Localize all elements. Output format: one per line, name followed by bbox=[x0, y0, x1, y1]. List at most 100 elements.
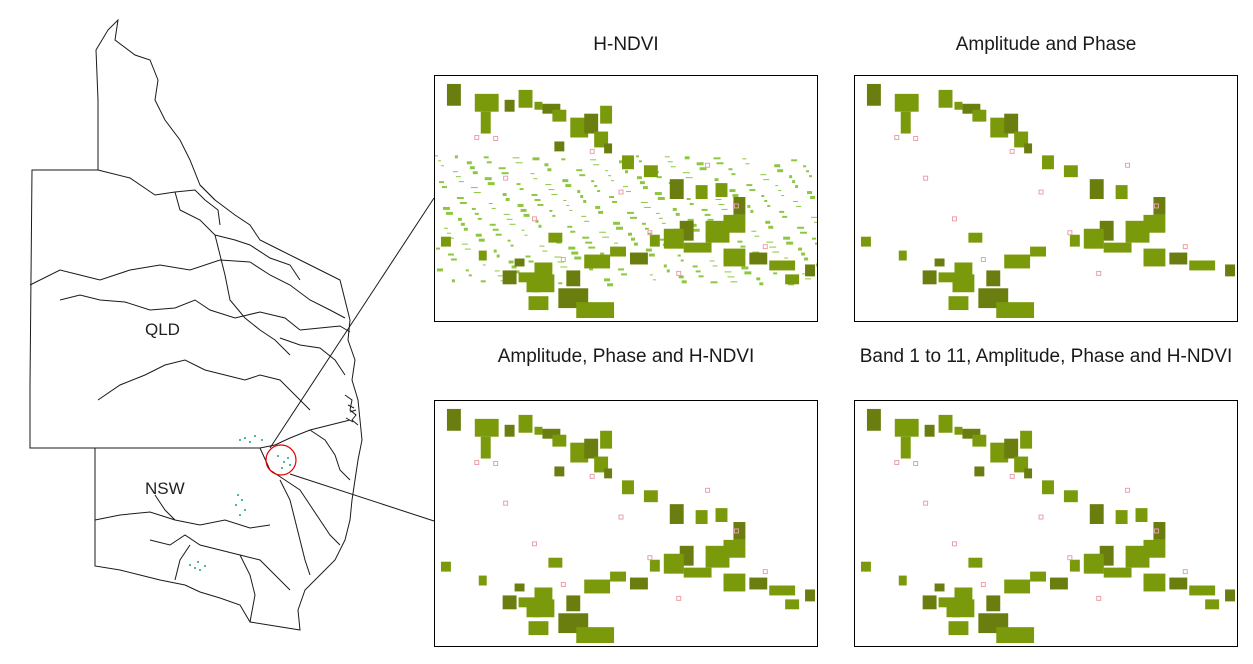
vegetation-pixel bbox=[796, 205, 802, 207]
misclassified-pixel bbox=[733, 203, 739, 209]
vegetation-pixel bbox=[447, 253, 454, 256]
vegetation-pixel bbox=[815, 242, 817, 245]
vegetation-pixel bbox=[627, 232, 632, 236]
crop-field bbox=[532, 274, 555, 293]
vegetation-pixel bbox=[520, 208, 527, 212]
vegetation-pixel bbox=[566, 204, 570, 206]
vegetation-pixel bbox=[491, 207, 496, 209]
vegetation-pixel bbox=[695, 270, 701, 273]
crop-field bbox=[1030, 571, 1046, 582]
vegetation-pixel bbox=[765, 220, 771, 224]
crop-field bbox=[649, 559, 660, 572]
crop-field bbox=[1030, 246, 1046, 257]
crop-field bbox=[898, 250, 907, 261]
vegetation-pixel bbox=[649, 274, 653, 276]
crop-field bbox=[1143, 573, 1166, 592]
vegetation-pixel bbox=[537, 203, 544, 206]
crop-field bbox=[1189, 260, 1216, 271]
crop-field bbox=[518, 597, 535, 608]
crop-field bbox=[552, 109, 567, 122]
panel-title-all-bands: Band 1 to 11, Amplitude, Phase and H-NDV… bbox=[859, 346, 1233, 367]
crop-field bbox=[866, 408, 881, 431]
vegetation-pixel bbox=[583, 199, 587, 203]
misclassified-pixel bbox=[923, 175, 929, 181]
crop-field bbox=[749, 577, 768, 590]
vegetation-pixel bbox=[686, 198, 691, 200]
classification-map-all-bands bbox=[860, 408, 1236, 644]
vegetation-pixel bbox=[463, 227, 468, 231]
vegetation-pixel bbox=[801, 252, 806, 256]
crop-field bbox=[1225, 264, 1236, 277]
vegetation-pixel bbox=[510, 244, 514, 247]
vegetation-pixel bbox=[727, 276, 735, 278]
vegetation-pixel bbox=[803, 165, 807, 168]
crop-field bbox=[715, 508, 728, 523]
crop-field bbox=[1004, 579, 1031, 594]
vegetation-pixel bbox=[642, 186, 648, 190]
crop-field bbox=[900, 111, 911, 134]
misclassified-pixel bbox=[589, 473, 595, 479]
misclassified-pixel bbox=[894, 135, 900, 140]
crop-field bbox=[938, 597, 955, 608]
vegetation-pixel bbox=[636, 176, 642, 180]
crop-field bbox=[1049, 577, 1068, 590]
vegetation-pixel bbox=[737, 240, 743, 243]
crop-field bbox=[1115, 185, 1128, 199]
crop-field bbox=[1004, 254, 1031, 269]
vegetation-pixel bbox=[530, 173, 535, 175]
misclassified-pixel bbox=[913, 136, 919, 141]
misclassified-pixel bbox=[560, 257, 566, 262]
misclassified-pixel bbox=[1153, 203, 1159, 209]
crop-field bbox=[610, 571, 626, 582]
vegetation-pixel bbox=[687, 218, 694, 222]
crop-field bbox=[749, 252, 768, 265]
classification-map-amp-phase bbox=[860, 83, 1236, 319]
crop-field bbox=[663, 553, 684, 574]
misclassified-pixel bbox=[1067, 230, 1073, 236]
vegetation-pixel bbox=[511, 265, 517, 269]
crop-field bbox=[480, 436, 491, 459]
vegetation-pixel bbox=[747, 204, 751, 208]
vegetation-pixel bbox=[514, 270, 520, 274]
vegetation-pixel bbox=[763, 179, 770, 181]
vegetation-pixel bbox=[483, 156, 489, 159]
crop-field bbox=[894, 418, 919, 437]
misclassified-pixel bbox=[1009, 473, 1015, 479]
vegetation-pixel bbox=[590, 159, 597, 161]
crop-field bbox=[733, 522, 746, 540]
crop-field bbox=[1004, 113, 1019, 134]
crop-field bbox=[785, 599, 800, 610]
crop-field bbox=[446, 408, 461, 431]
vegetation-pixel bbox=[492, 228, 499, 231]
misclassified-pixel bbox=[762, 569, 768, 575]
vegetation-pixel bbox=[760, 174, 767, 176]
vegetation-pixel bbox=[582, 236, 590, 239]
vegetation-pixel bbox=[667, 161, 673, 163]
crop-field bbox=[683, 567, 712, 578]
crop-field bbox=[600, 430, 613, 449]
crop-field bbox=[968, 557, 983, 568]
misclassified-pixel bbox=[618, 189, 624, 195]
misclassified-pixel bbox=[474, 460, 480, 465]
vegetation-pixel bbox=[542, 250, 548, 252]
vegetation-pixel bbox=[685, 177, 693, 179]
crop-field bbox=[566, 270, 581, 287]
vegetation-pixel bbox=[508, 260, 514, 264]
vegetation-pixel bbox=[718, 203, 725, 205]
vegetation-pixel bbox=[458, 181, 464, 183]
vegetation-pixel bbox=[480, 280, 486, 283]
vegetation-pixel bbox=[630, 237, 635, 241]
vegetation-pixel bbox=[580, 195, 584, 199]
crop-field bbox=[938, 414, 953, 433]
vegetation-pixel bbox=[558, 282, 563, 285]
vegetation-pixel bbox=[641, 222, 646, 225]
crop-field bbox=[948, 296, 969, 311]
crop-field bbox=[622, 480, 634, 495]
vegetation-pixel bbox=[475, 233, 482, 237]
crop-field bbox=[548, 232, 563, 243]
vegetation-pixel bbox=[716, 162, 724, 165]
misclassified-pixel bbox=[980, 582, 986, 587]
qld-label: QLD bbox=[145, 320, 180, 339]
vegetation-pixel bbox=[783, 236, 791, 240]
vegetation-pixel bbox=[639, 181, 645, 185]
